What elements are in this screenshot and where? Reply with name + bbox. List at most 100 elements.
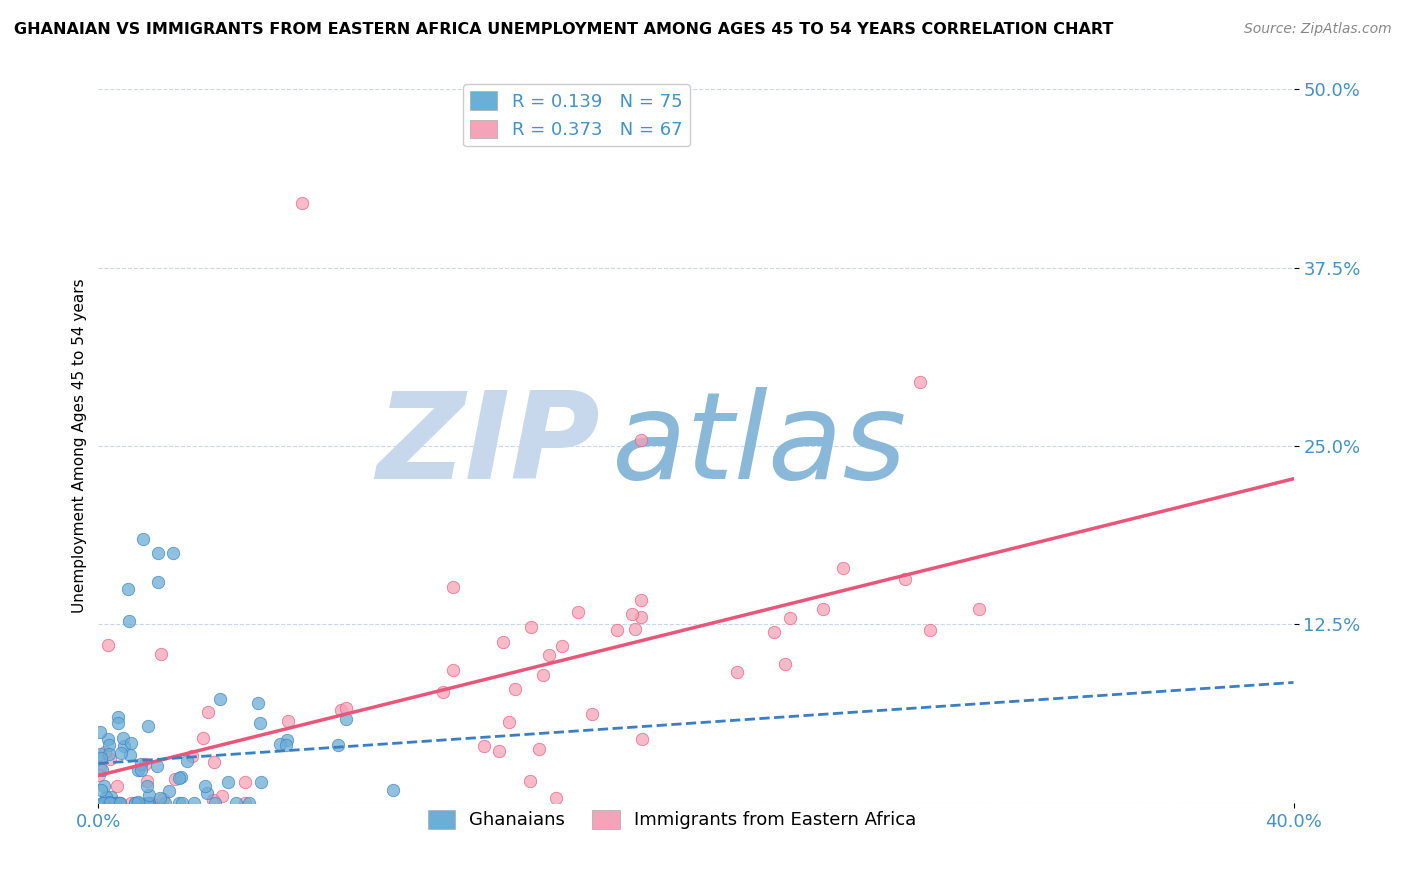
Point [908, 375, 931, 389]
Point [153, 796, 176, 810]
Text: atlas: atlas [613, 387, 908, 505]
Point [152, 792, 174, 806]
Point [163, 772, 186, 787]
Point [107, 710, 129, 724]
Point [211, 789, 233, 803]
Point [326, 738, 349, 752]
Point [537, 648, 560, 662]
Point [183, 796, 205, 810]
Point [93, 796, 115, 810]
Point [763, 624, 786, 639]
Point [193, 731, 215, 745]
Point [630, 609, 652, 624]
Point [136, 796, 159, 810]
Point [157, 784, 180, 798]
Point [118, 748, 141, 763]
Point [176, 754, 198, 768]
Point [120, 737, 142, 751]
Point [832, 561, 855, 575]
Point [103, 796, 125, 810]
Point [382, 782, 405, 797]
Point [139, 796, 162, 810]
Point [96, 731, 118, 746]
Point [132, 532, 155, 546]
Point [247, 697, 270, 711]
Point [134, 756, 156, 771]
Point [238, 796, 260, 810]
Point [127, 796, 149, 810]
Point [550, 639, 572, 653]
Point [112, 739, 135, 753]
Point [138, 796, 160, 810]
Point [172, 796, 194, 810]
Point [920, 623, 942, 637]
Point [100, 789, 122, 804]
Point [195, 786, 218, 800]
Point [105, 796, 128, 810]
Point [233, 796, 256, 810]
Point [233, 775, 256, 789]
Point [775, 657, 797, 671]
Point [631, 731, 654, 746]
Point [97, 796, 120, 810]
Point [893, 572, 915, 586]
Point [225, 796, 247, 810]
Point [291, 196, 314, 211]
Text: GHANAIAN VS IMMIGRANTS FROM EASTERN AFRICA UNEMPLOYMENT AMONG AGES 45 TO 54 YEAR: GHANAIAN VS IMMIGRANTS FROM EASTERN AFRI… [14, 22, 1114, 37]
Point [544, 791, 567, 805]
Point [135, 774, 157, 789]
Point [567, 605, 589, 619]
Point [136, 779, 159, 793]
Point [441, 580, 464, 594]
Point [127, 795, 149, 809]
Point [93, 779, 115, 793]
Point [217, 775, 239, 789]
Point [520, 620, 543, 634]
Point [110, 796, 132, 810]
Point [630, 593, 652, 607]
Point [148, 546, 170, 560]
Point [129, 763, 152, 777]
Point [111, 731, 134, 746]
Point [519, 774, 541, 789]
Point [149, 790, 172, 805]
Point [181, 749, 204, 764]
Point [149, 647, 172, 661]
Point [94, 796, 117, 810]
Point [276, 738, 298, 752]
Point [93, 796, 115, 810]
Point [335, 712, 357, 726]
Point [138, 789, 160, 803]
Point [621, 607, 644, 621]
Point [89, 747, 111, 761]
Point [118, 614, 141, 628]
Point [249, 716, 271, 731]
Point [725, 665, 748, 680]
Point [169, 771, 191, 785]
Point [148, 574, 170, 589]
Point [335, 701, 357, 715]
Point [277, 714, 299, 728]
Point [276, 733, 298, 747]
Point [136, 719, 159, 733]
Point [492, 635, 515, 649]
Point [498, 714, 520, 729]
Point [98, 738, 121, 752]
Text: Source: ZipAtlas.com: Source: ZipAtlas.com [1244, 22, 1392, 37]
Point [194, 779, 217, 793]
Point [581, 707, 603, 722]
Point [197, 705, 219, 719]
Point [98, 752, 121, 766]
Point [96, 789, 118, 804]
Legend: Ghanaians, Immigrants from Eastern Africa: Ghanaians, Immigrants from Eastern Afric… [420, 803, 924, 837]
Point [100, 796, 122, 810]
Point [472, 739, 495, 753]
Point [105, 796, 128, 810]
Point [110, 746, 132, 760]
Y-axis label: Unemployment Among Ages 45 to 54 years: Unemployment Among Ages 45 to 54 years [72, 278, 87, 614]
Point [162, 546, 184, 560]
Point [127, 796, 149, 810]
Point [98, 796, 121, 810]
Point [967, 602, 990, 616]
Point [269, 737, 291, 751]
